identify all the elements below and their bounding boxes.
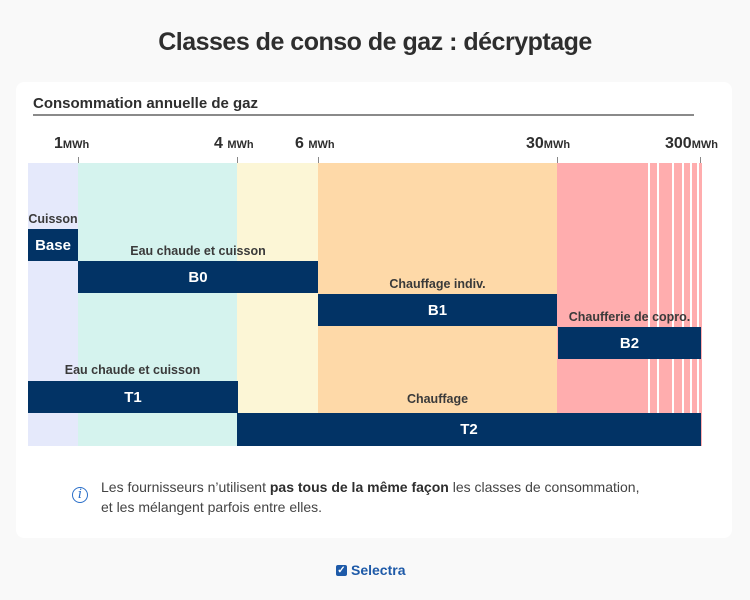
band-4-6	[237, 163, 318, 446]
tick-mark	[700, 157, 701, 163]
class-bar-b2: B2	[558, 327, 701, 359]
label-b0-usage: Eau chaude et cuisson	[130, 244, 266, 258]
band-30-300	[557, 163, 648, 446]
tick-mark	[78, 157, 79, 163]
info-icon: i	[72, 487, 88, 503]
label-b2-usage: Chaufferie de copro.	[568, 310, 691, 324]
label-t1-usage: Eau chaude et cuisson	[64, 363, 201, 377]
checkbox-logo-icon: ✓	[336, 564, 347, 576]
label-b1-usage: Chauffage indiv.	[389, 277, 486, 291]
class-bar-b1: B1	[318, 294, 557, 326]
tick-1mwh: 1MWh	[54, 135, 90, 152]
band-stripe	[650, 163, 657, 446]
tick-6mwh: 6 MWh	[295, 135, 335, 152]
band-stripe	[684, 163, 690, 446]
info-note: Les fournisseurs n’utilisent pas tous de…	[101, 479, 640, 515]
class-bar-t1: T1	[28, 381, 238, 413]
class-bar-b0: B0	[78, 261, 318, 293]
label-t2-usage: Chauffage	[406, 392, 469, 406]
class-bar-t2: T2	[237, 413, 701, 446]
band-stripe	[699, 163, 702, 446]
band-stripe	[674, 163, 682, 446]
tick-mark	[318, 157, 319, 163]
chart-subtitle: Consommation annuelle de gaz	[33, 95, 259, 112]
tick-300mwh: 300MWh	[665, 135, 718, 152]
band-stripe	[659, 163, 672, 446]
tick-4mwh: 4 MWh	[214, 135, 254, 152]
selectra-logo: ✓ Selectra	[336, 562, 405, 578]
page-title: Classes de conso de gaz : décryptage	[158, 28, 592, 56]
label-cuisson: Cuisson	[28, 212, 78, 226]
tick-mark	[237, 157, 238, 163]
tick-30mwh: 30MWh	[526, 135, 571, 152]
band-stripe	[692, 163, 697, 446]
class-bar-base: Base	[28, 229, 78, 261]
subtitle-underline	[33, 114, 694, 116]
brand-name: Selectra	[351, 562, 406, 578]
tick-mark	[557, 157, 558, 163]
